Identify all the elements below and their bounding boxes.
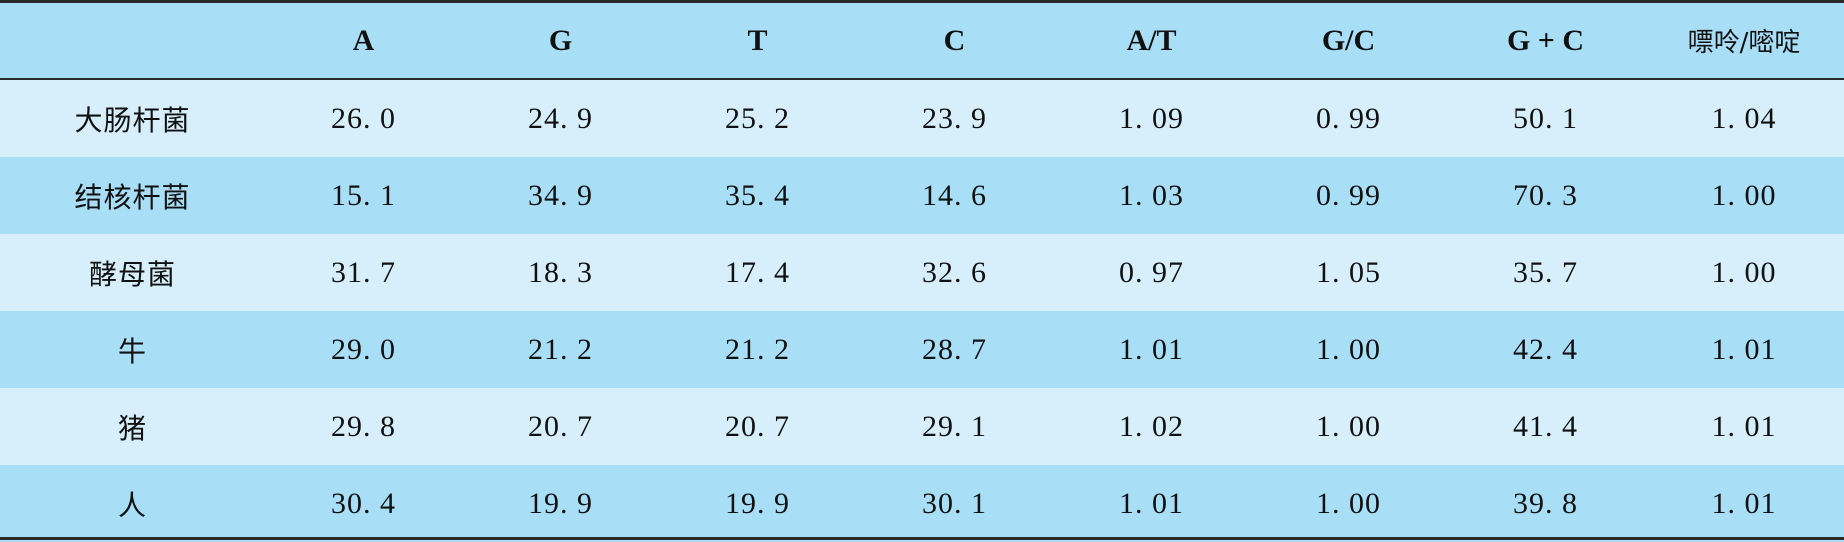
- cell-g-plus-c: 41. 4: [1513, 409, 1578, 443]
- cell-purine-pyrimidine: 1. 04: [1711, 101, 1777, 135]
- cell-g-plus-c: 70. 3: [1513, 178, 1578, 212]
- cell-a: 29. 8: [331, 409, 396, 443]
- column-header-g: G: [548, 23, 573, 57]
- cell-g: 20. 7: [528, 409, 593, 443]
- cell-g: 24. 9: [528, 101, 593, 135]
- cell-g-plus-c: 35. 7: [1513, 255, 1578, 289]
- cell-a-t: 1. 01: [1119, 332, 1184, 366]
- cell-g-c: 0. 99: [1316, 178, 1381, 212]
- row-organism: 酵母菌: [88, 257, 176, 291]
- cell-a: 31. 7: [331, 255, 396, 289]
- cell-c: 30. 1: [922, 486, 987, 520]
- row-organism: 牛: [117, 334, 147, 368]
- column-header-a-t-ratio: A/T: [1126, 23, 1177, 57]
- cell-g: 19. 9: [528, 486, 593, 520]
- cell-a: 30. 4: [331, 486, 396, 520]
- cell-a-t: 1. 02: [1119, 409, 1184, 443]
- cell-a-t: 1. 01: [1119, 486, 1184, 520]
- table-row: 牛 29. 0 21. 2 21. 2 28. 7 1. 01 1. 00 42…: [0, 311, 1844, 388]
- cell-c: 29. 1: [922, 409, 987, 443]
- cell-c: 14. 6: [922, 178, 987, 212]
- cell-g-c: 0. 99: [1316, 101, 1381, 135]
- cell-g-c: 1. 05: [1316, 255, 1381, 289]
- cell-g: 18. 3: [528, 255, 593, 289]
- cell-g-plus-c: 42. 4: [1513, 332, 1578, 366]
- cell-t: 21. 2: [725, 332, 790, 366]
- row-organism: 结核杆菌: [74, 180, 191, 214]
- cell-purine-pyrimidine: 1. 01: [1711, 332, 1777, 366]
- cell-a-t: 1. 09: [1119, 101, 1184, 135]
- row-organism: 猪: [117, 411, 147, 445]
- column-header-organism: [0, 3, 265, 78]
- table-header-rule: [0, 78, 1844, 80]
- table-row: 酵母菌 31. 7 18. 3 17. 4 32. 6 0. 97 1. 05 …: [0, 234, 1844, 311]
- table-row: 结核杆菌 15. 1 34. 9 35. 4 14. 6 1. 03 0. 99…: [0, 157, 1844, 234]
- cell-purine-pyrimidine: 1. 00: [1711, 178, 1777, 212]
- column-header-t: T: [747, 23, 768, 57]
- cell-g-plus-c: 39. 8: [1513, 486, 1578, 520]
- cell-a-t: 0. 97: [1119, 255, 1184, 289]
- column-header-c: C: [943, 23, 966, 57]
- header-row: A G T C A/T G/C G + C 嘌呤/嘧啶: [0, 3, 1844, 78]
- column-header-g-plus-c: G + C: [1506, 23, 1585, 57]
- cell-t: 19. 9: [725, 486, 790, 520]
- column-header-purine-pyrimidine: 嘌呤/嘧啶: [1687, 28, 1801, 58]
- table-row: 大肠杆菌 26. 0 24. 9 25. 2 23. 9 1. 09 0. 99…: [0, 80, 1844, 157]
- cell-c: 28. 7: [922, 332, 987, 366]
- cell-a: 15. 1: [331, 178, 396, 212]
- cell-purine-pyrimidine: 1. 01: [1711, 409, 1777, 443]
- table-top-rule: [0, 0, 1844, 3]
- cell-purine-pyrimidine: 1. 00: [1711, 255, 1777, 289]
- table-row: 猪 29. 8 20. 7 20. 7 29. 1 1. 02 1. 00 41…: [0, 388, 1844, 465]
- cell-a: 26. 0: [331, 101, 396, 135]
- cell-g-c: 1. 00: [1316, 409, 1381, 443]
- table-row: 人 30. 4 19. 9 19. 9 30. 1 1. 01 1. 00 39…: [0, 465, 1844, 542]
- cell-purine-pyrimidine: 1. 01: [1711, 486, 1777, 520]
- cell-g-plus-c: 50. 1: [1513, 101, 1578, 135]
- column-header-g-c-ratio: G/C: [1321, 23, 1376, 57]
- cell-t: 35. 4: [725, 178, 790, 212]
- cell-c: 23. 9: [922, 101, 987, 135]
- cell-t: 25. 2: [725, 101, 790, 135]
- data-table: A G T C A/T G/C G + C 嘌呤/嘧啶 大肠杆菌 26. 0 2…: [0, 3, 1844, 542]
- cell-c: 32. 6: [922, 255, 987, 289]
- row-organism: 大肠杆菌: [74, 103, 191, 137]
- cell-g: 21. 2: [528, 332, 593, 366]
- cell-a: 29. 0: [331, 332, 396, 366]
- table-bottom-rule: [0, 537, 1844, 540]
- cell-g-c: 1. 00: [1316, 332, 1381, 366]
- cell-a-t: 1. 03: [1119, 178, 1184, 212]
- cell-g: 34. 9: [528, 178, 593, 212]
- cell-t: 17. 4: [725, 255, 790, 289]
- cell-g-c: 1. 00: [1316, 486, 1381, 520]
- cell-t: 20. 7: [725, 409, 790, 443]
- row-organism: 人: [117, 488, 147, 522]
- column-header-a: A: [352, 23, 375, 57]
